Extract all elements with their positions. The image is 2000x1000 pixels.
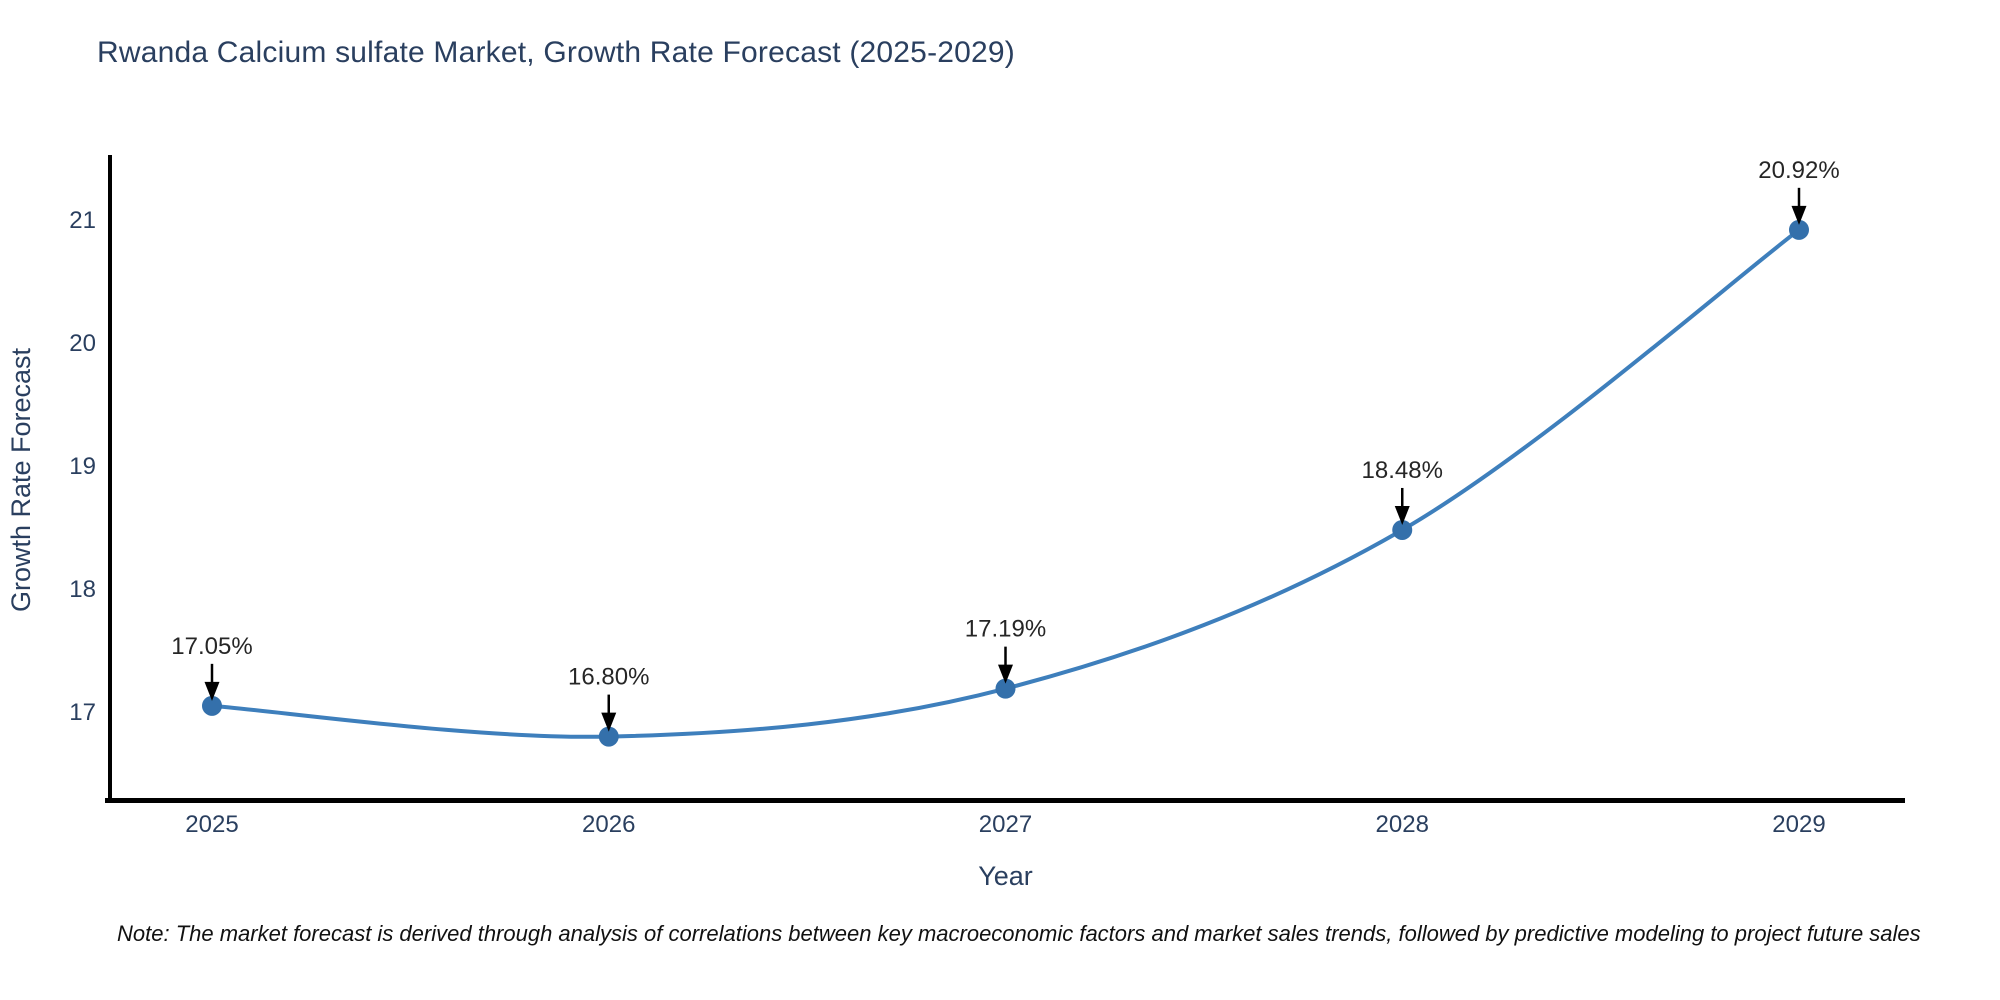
footnote: Note: The market forecast is derived thr… — [117, 921, 1921, 946]
data-point-label: 16.80% — [568, 664, 649, 691]
chart-title: Rwanda Calcium sulfate Market, Growth Ra… — [97, 36, 1015, 69]
data-point-2028 — [1392, 519, 1413, 540]
annotation-arrow-icon — [1394, 505, 1410, 525]
y-tick-label: 17 — [69, 699, 96, 726]
annotation-arrow-icon — [204, 681, 220, 701]
y-axis-spine — [108, 155, 112, 803]
data-point-2025 — [202, 695, 222, 716]
x-tick-label: 2028 — [1376, 811, 1429, 838]
data-point-label: 17.19% — [965, 616, 1046, 643]
y-axis-title: Growth Rate Forecast — [6, 347, 36, 612]
x-tick-label: 2025 — [185, 811, 238, 838]
x-axis-title: Year — [978, 861, 1033, 891]
annotation-arrow-icon — [1791, 205, 1807, 225]
data-point-2026 — [598, 726, 619, 747]
data-point-label: 20.92% — [1758, 157, 1839, 184]
y-tick-label: 19 — [69, 453, 96, 480]
x-tick-label: 2027 — [979, 811, 1032, 838]
x-tick-label: 2026 — [582, 811, 635, 838]
data-point-label: 18.48% — [1362, 457, 1443, 484]
y-tick-label: 20 — [69, 330, 96, 357]
annotation-arrow-icon — [601, 712, 617, 732]
plot-area: 17 18 19 20 21 2025 2026 2027 2028 2029 Growth Rat… — [6, 155, 1905, 891]
data-point-label: 17.05% — [171, 633, 252, 660]
y-tick-label: 18 — [69, 576, 96, 603]
annotation-arrow-icon — [998, 664, 1013, 684]
x-tick-label: 2029 — [1772, 811, 1825, 838]
data-point-2029 — [1789, 219, 1809, 240]
x-axis-spine — [105, 798, 1905, 803]
data-point-2027 — [995, 678, 1016, 699]
y-tick-label: 21 — [69, 207, 96, 234]
